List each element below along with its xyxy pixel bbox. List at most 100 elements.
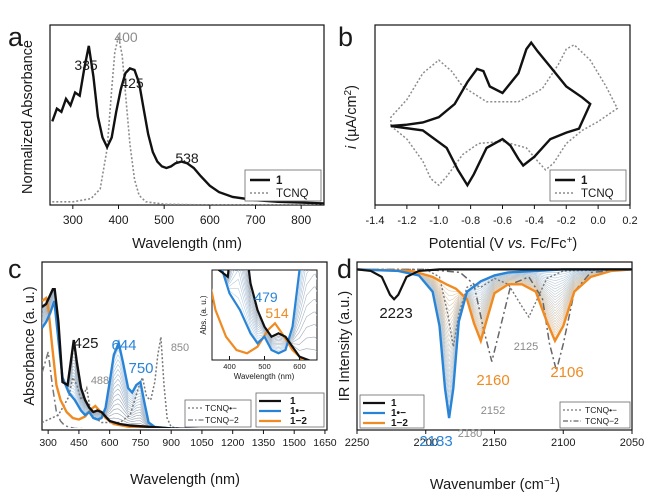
- panel-c-legend-tcnq-radical: TCNQ•−: [205, 403, 237, 413]
- panel-b-label: b: [338, 22, 353, 52]
- panel-c-tick-label: 1350: [252, 437, 276, 449]
- panel-a-label: a: [8, 22, 24, 52]
- panel-d-legend-tcnq-dianion: TCNQ−2: [585, 416, 619, 426]
- panel-a: a Normalized Absorbance Wavelength (nm) …: [8, 22, 325, 252]
- panel-c-tick-label: 900: [162, 437, 180, 449]
- panel-d-legend-tcnq-radical: TCNQ•−: [585, 405, 617, 415]
- panel-c-inset-titration-curve: [221, 270, 310, 346]
- panel-a-series-tcnq: [52, 36, 324, 205]
- panel-b-series-tcnq: [390, 43, 619, 187]
- panel-c-legend: 1 1•− 1−2: [255, 392, 325, 428]
- panel-c-inset-series-1: [217, 270, 312, 360]
- panel-c-xlabel: Wavelength (nm): [130, 472, 240, 488]
- panel-d-ylabel: IR Intensity (a.u.): [337, 291, 353, 401]
- panel-c-tick-label: 300: [39, 437, 57, 449]
- panel-b: b i (µA/cm2) Potential (V vs. Fc/Fc+) -1…: [338, 22, 638, 252]
- panel-c-ann-644: 644: [111, 337, 136, 354]
- panel-c-series-1: [42, 288, 200, 428]
- panel-c-inset-ticks: 400 500 600: [223, 356, 306, 371]
- panel-c-inset-ann-479: 479: [254, 289, 278, 305]
- panel-c-label: c: [8, 254, 22, 284]
- panel-d-legend: 1 1•− 1−2: [359, 394, 425, 429]
- panel-d-series-1: [357, 268, 632, 301]
- panel-a-ann-335: 335: [74, 57, 98, 73]
- panel-b-tick-label: -1.4: [366, 215, 385, 227]
- panel-c-ann-750: 750: [128, 360, 153, 377]
- panel-c-tick-label: 750: [132, 437, 150, 449]
- panel-a-ticks: 300 400 500 600 700 800: [63, 205, 311, 227]
- panel-d-ann-2152: 2152: [481, 405, 505, 417]
- panel-a-tick-label: 300: [63, 213, 83, 227]
- panel-c-inset-titration-curve: [220, 270, 317, 342]
- panel-d-series-1-dianion: [357, 268, 632, 345]
- panel-c: c Absorbance (a. u.) Wavelength (nm) 300…: [8, 254, 337, 488]
- panel-c-inset-xlabel: Wavelength (nm): [234, 372, 295, 381]
- panel-b-tick-label: 0.2: [622, 215, 637, 227]
- panel-c-inset-series-1-radical: [220, 270, 301, 355]
- panel-d-label: d: [337, 254, 352, 284]
- panel-a-xlabel: Wavelength (nm): [132, 236, 242, 252]
- panel-b-ticks: -1.4 -1.2 -1.0 -0.8 -0.6 -0.4 -0.2 0.0 0.2: [366, 205, 638, 227]
- panel-c-legend-1: 1: [290, 396, 296, 407]
- panel-d-ann-2106: 2106: [550, 364, 583, 381]
- panel-b-legend: 1 TCNQ: [549, 169, 627, 202]
- panel-c-legend-1-radical: 1•−: [290, 406, 305, 417]
- panel-c-legend-ref: TCNQ•− TCNQ−2: [184, 399, 252, 428]
- panel-a-ylabel: Normalized Absorbance: [20, 40, 36, 194]
- panel-c-inset-titration-curve: [220, 270, 317, 342]
- panel-d-tick-label: 2200: [414, 437, 438, 449]
- panel-b-tick-label: 0.0: [590, 215, 605, 227]
- panel-c-series-tcnq-dianion: [42, 351, 83, 428]
- panel-d-ann-2180: 2180: [458, 428, 482, 440]
- panel-c-ylabel: Absorbance (a. u.): [22, 286, 38, 405]
- panel-b-tick-label: -0.8: [461, 215, 480, 227]
- panel-c-ann-850: 850: [171, 342, 189, 354]
- panel-d-tick-label: 2100: [551, 437, 575, 449]
- panel-d-series-tcnq-radical: [357, 268, 632, 347]
- panel-d-ann-2223: 2223: [379, 305, 412, 322]
- panel-d-tick-label: 2250: [345, 437, 369, 449]
- panel-c-tick-label: 1200: [221, 437, 245, 449]
- panel-a-tick-label: 700: [245, 213, 265, 227]
- panel-b-tick-label: -1.0: [429, 215, 448, 227]
- panel-b-ylabel: i (µA/cm2): [343, 85, 360, 149]
- panel-a-legend: 1 TCNQ: [244, 169, 322, 202]
- panel-c-inset-titration-curve: [221, 270, 306, 347]
- panel-c-inset: Abs. (a. u.) Wavelength (nm) 400 500 600 4…: [199, 269, 318, 381]
- panel-c-tick-label: 1500: [283, 437, 307, 449]
- panel-a-tick-label: 600: [200, 213, 220, 227]
- panel-c-series-tcnq-radical: [42, 336, 184, 428]
- panel-c-inset-tick-label: 400: [223, 362, 236, 371]
- panel-a-ann-425: 425: [120, 75, 144, 91]
- panel-c-tick-label: 450: [70, 437, 88, 449]
- panel-d-tick-label: 2050: [620, 437, 644, 449]
- panel-c-inset-titration-curve: [221, 270, 317, 344]
- panel-d-xlabel: Wavenumber (cm−1): [430, 476, 560, 493]
- panel-d-series-tcnq-dianion: [357, 268, 632, 374]
- panel-c-ticks: 300 450 600 750 900 1050 1200 1350 1500 1650: [39, 430, 337, 449]
- panel-a-ann-400: 400: [114, 29, 138, 45]
- panel-d-legend-1-radical: 1•−: [391, 408, 406, 419]
- panel-a-legend-1: 1: [276, 175, 283, 187]
- panel-a-ann-538: 538: [175, 150, 199, 166]
- panel-d: d IR Intensity (a.u.) Wavenumber (cm−1) …: [337, 254, 644, 493]
- panel-c-tick-label: 1650: [313, 437, 337, 449]
- panel-c-inset-tick-label: 500: [258, 362, 271, 371]
- panel-b-tick-label: -0.6: [493, 215, 512, 227]
- panel-b-tick-label: -1.2: [397, 215, 416, 227]
- panel-b-xlabel: Potential (V vs. Fc/Fc+): [429, 235, 578, 252]
- panel-b-legend-1: 1: [581, 175, 588, 187]
- panel-d-tick-label: 2150: [482, 437, 506, 449]
- panel-a-tick-label: 400: [108, 213, 128, 227]
- panel-a-legend-tcnq: TCNQ: [276, 188, 309, 200]
- panel-d-ann-2160: 2160: [476, 372, 509, 389]
- panel-c-legend-1-dianion: 1−2: [290, 416, 307, 427]
- panel-d-legend-1: 1: [391, 398, 397, 409]
- panel-a-tick-label: 500: [154, 213, 174, 227]
- panel-c-inset-tick-label: 600: [293, 362, 306, 371]
- panel-c-inset-titration-curve: [220, 270, 317, 343]
- panel-a-series-1: [51, 45, 324, 205]
- panel-c-tick-label: 600: [101, 437, 119, 449]
- panel-c-frame: [41, 261, 328, 431]
